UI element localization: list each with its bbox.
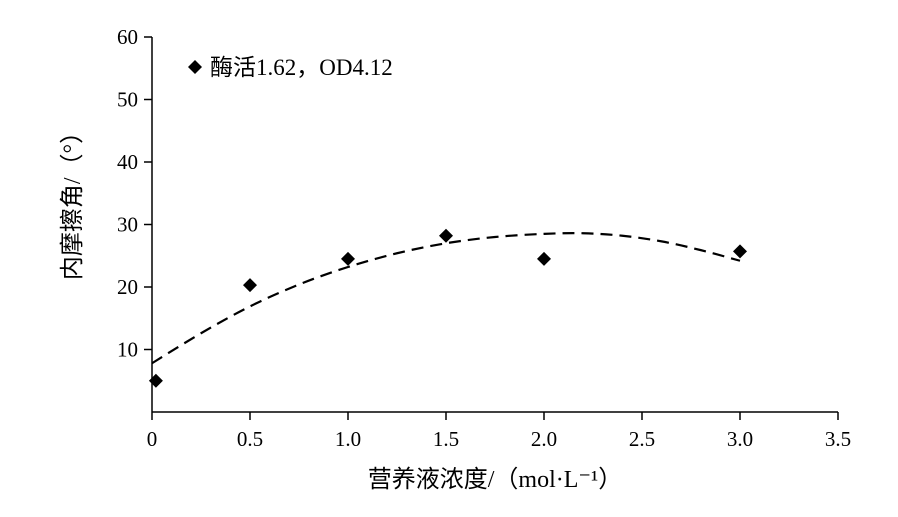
data-point xyxy=(733,244,747,259)
data-point xyxy=(243,278,257,293)
x-tick-label: 1.0 xyxy=(335,427,361,451)
y-tick-label: 50 xyxy=(117,88,138,112)
x-tick-label: 0.5 xyxy=(237,427,263,451)
legend-diamond-icon xyxy=(188,60,202,74)
x-tick-label: 0 xyxy=(147,427,158,451)
y-ticks: 10 20 30 40 50 60 xyxy=(117,25,152,362)
trendline xyxy=(151,232,741,365)
y-tick-label: 30 xyxy=(117,213,138,237)
x-tick-label: 3.0 xyxy=(727,427,753,451)
y-tick-label: 60 xyxy=(117,25,138,49)
data-point xyxy=(439,228,453,243)
data-points xyxy=(148,228,747,388)
data-point xyxy=(537,251,551,266)
y-tick-label: 20 xyxy=(117,275,138,299)
axes xyxy=(151,37,838,413)
legend-label: 酶活1.62，OD4.12 xyxy=(210,55,393,80)
x-tick-label: 2.5 xyxy=(629,427,655,451)
data-point xyxy=(148,373,163,388)
y-axis-title: 内摩擦角/（°） xyxy=(59,120,86,280)
x-tick-label: 1.5 xyxy=(433,427,459,451)
legend: 酶活1.62，OD4.12 xyxy=(188,55,393,80)
x-ticks: 0 0.5 1.0 1.5 2.0 2.5 3.0 3.5 xyxy=(147,412,851,451)
data-point xyxy=(341,251,355,266)
y-tick-label: 10 xyxy=(117,338,138,362)
y-tick-label: 40 xyxy=(117,150,138,174)
x-tick-label: 3.5 xyxy=(825,427,851,451)
x-tick-label: 2.0 xyxy=(531,427,557,451)
x-axis-title: 营养液浓度/（mol·L⁻¹） xyxy=(368,466,623,493)
